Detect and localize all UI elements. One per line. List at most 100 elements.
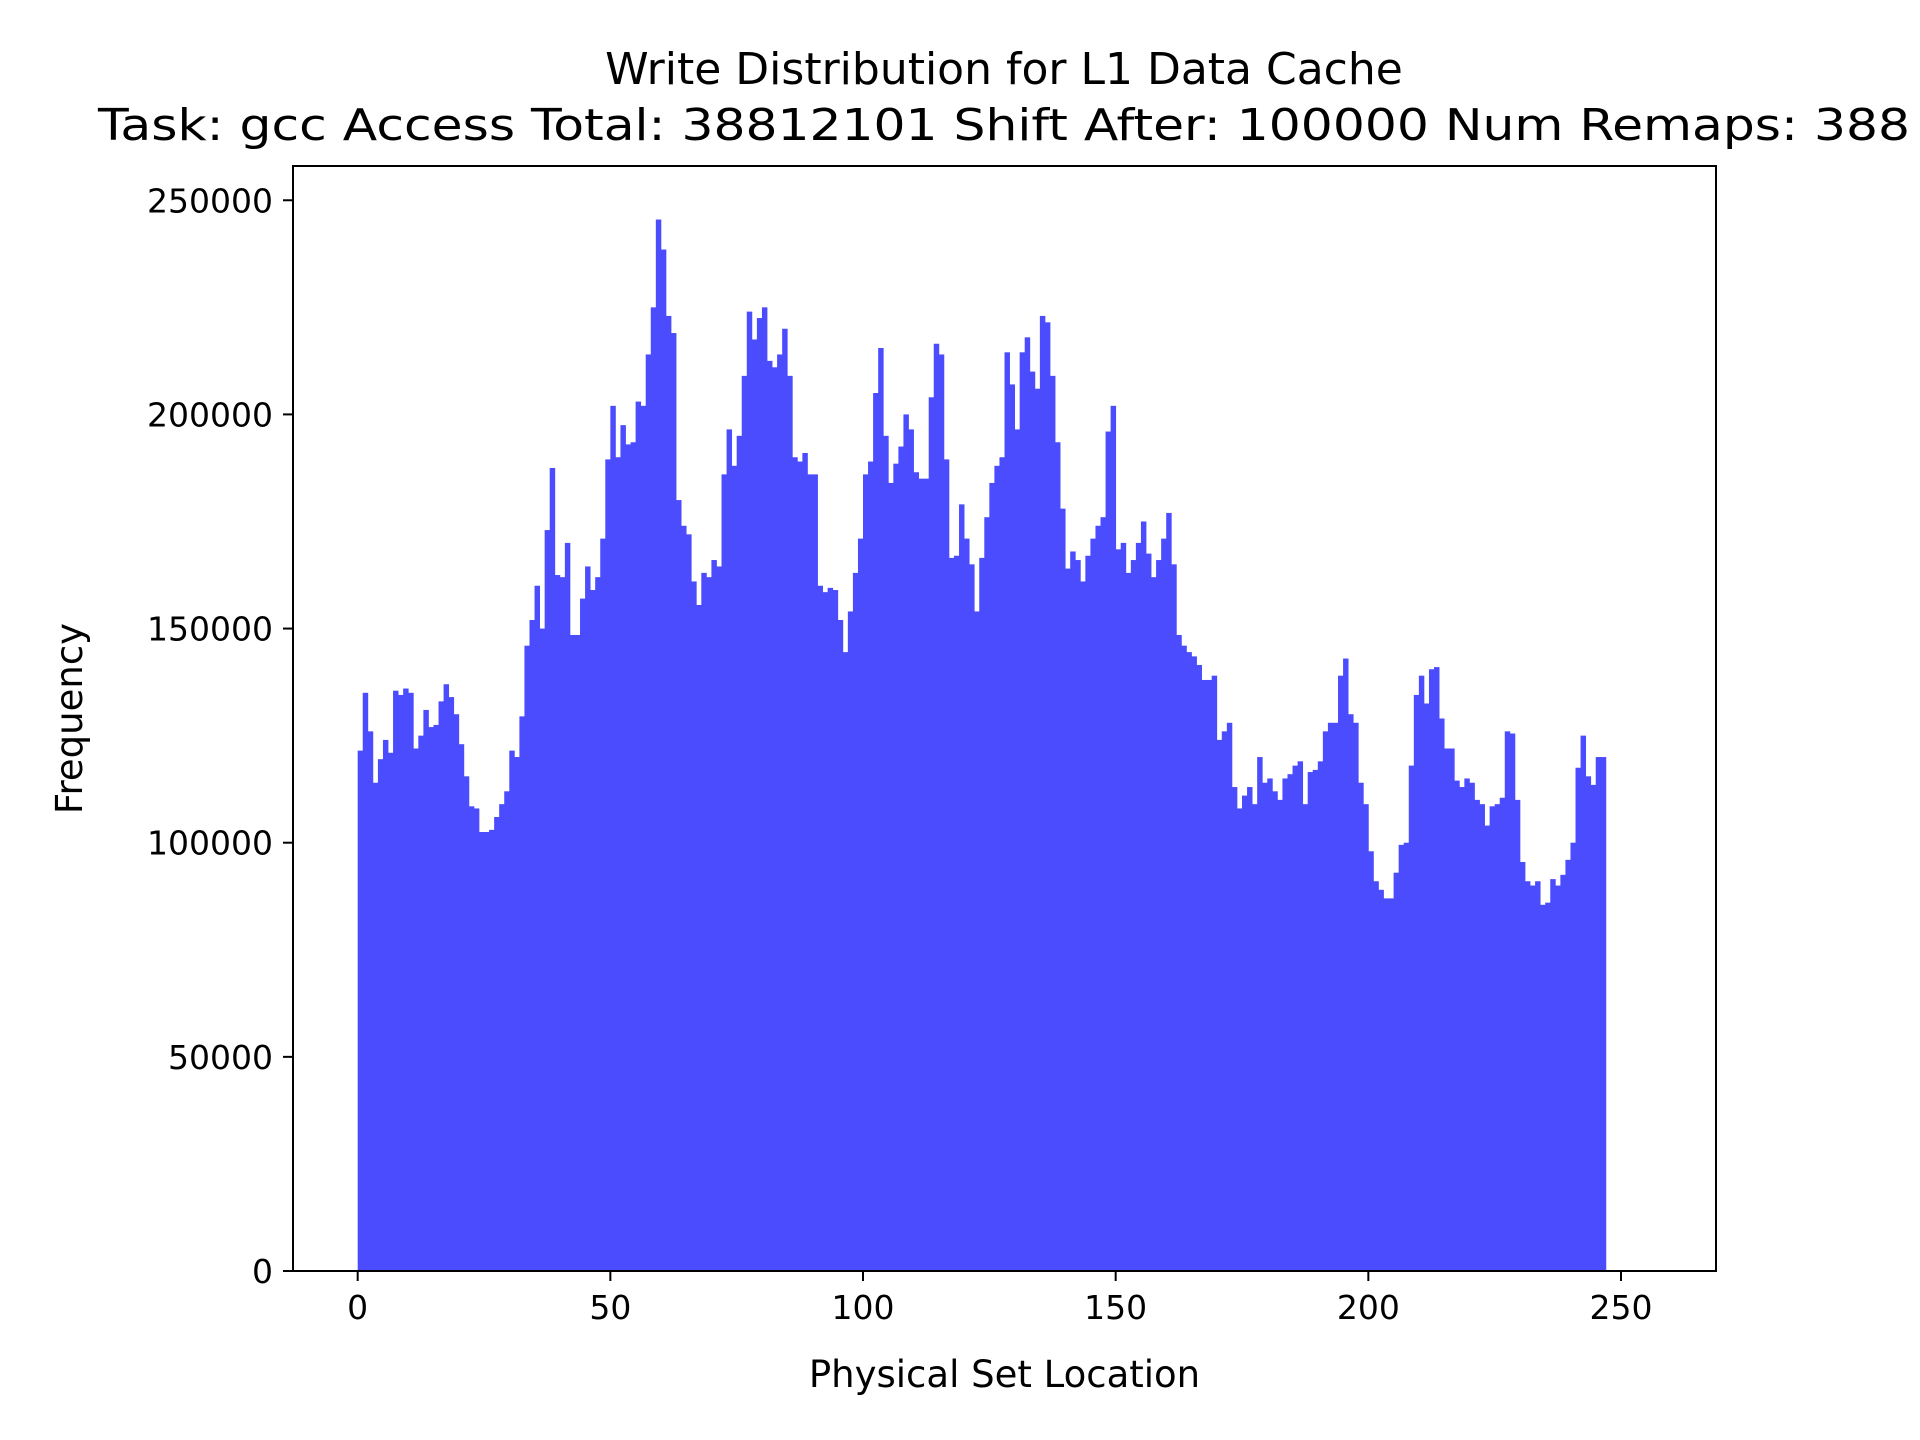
histogram-bar bbox=[1070, 551, 1076, 1271]
histogram-bar bbox=[1499, 797, 1506, 1271]
histogram-bar bbox=[1312, 769, 1319, 1271]
histogram-bar bbox=[1363, 804, 1369, 1271]
histogram-bar bbox=[868, 461, 874, 1271]
histogram-bar bbox=[943, 459, 950, 1271]
histogram-bar bbox=[726, 429, 733, 1272]
histogram-bar bbox=[1014, 429, 1021, 1272]
histogram-bar bbox=[1307, 772, 1314, 1271]
histogram-bar bbox=[756, 318, 763, 1272]
histogram-bar bbox=[1373, 881, 1379, 1271]
histogram-bar bbox=[837, 619, 844, 1271]
histogram-bar bbox=[1231, 787, 1238, 1271]
histogram-bar bbox=[1575, 767, 1581, 1271]
histogram-bar bbox=[706, 577, 712, 1271]
histogram-bar bbox=[1247, 787, 1253, 1271]
histogram-bar bbox=[686, 534, 692, 1271]
histogram-bar bbox=[1434, 667, 1440, 1271]
histogram-bar bbox=[1555, 885, 1561, 1271]
histogram-bar bbox=[802, 452, 808, 1271]
histogram-bar bbox=[478, 831, 485, 1271]
histogram-bar bbox=[1378, 889, 1384, 1271]
histogram-bar bbox=[1413, 694, 1420, 1271]
x-tick-label: 50 bbox=[589, 1288, 631, 1327]
histogram-bar bbox=[398, 694, 404, 1271]
histogram-bar bbox=[1519, 861, 1526, 1271]
histogram-bar bbox=[746, 311, 753, 1272]
histogram-bar bbox=[736, 435, 743, 1272]
y-tick-label: 150000 bbox=[147, 610, 273, 649]
histogram-bar bbox=[1580, 735, 1587, 1271]
histogram-bar bbox=[1196, 664, 1202, 1271]
histogram-bar bbox=[468, 806, 475, 1271]
histogram-bar bbox=[1524, 881, 1531, 1271]
histogram-bar bbox=[600, 538, 606, 1271]
histogram-bar bbox=[1343, 658, 1349, 1271]
histogram-bar bbox=[1550, 879, 1556, 1271]
histogram-bar bbox=[372, 782, 379, 1271]
histogram-bar bbox=[403, 688, 409, 1271]
histogram-bar bbox=[1075, 560, 1081, 1271]
histogram-bar bbox=[544, 530, 551, 1271]
histogram-bar bbox=[923, 478, 930, 1271]
histogram-bar bbox=[766, 360, 773, 1271]
histogram-bar bbox=[681, 525, 687, 1271]
histogram-bar bbox=[362, 692, 369, 1271]
histogram-bar bbox=[873, 392, 879, 1272]
histogram-bar bbox=[863, 474, 869, 1272]
histogram-bar bbox=[691, 581, 697, 1271]
histogram-bar bbox=[711, 560, 717, 1271]
histogram-bar bbox=[605, 459, 611, 1271]
histogram-bar bbox=[979, 557, 985, 1271]
histogram-bars bbox=[357, 219, 1607, 1272]
histogram-bar bbox=[559, 577, 566, 1271]
histogram-bar bbox=[933, 343, 940, 1271]
histogram-bar bbox=[473, 808, 480, 1271]
histogram-bar bbox=[382, 739, 389, 1271]
histogram-bar bbox=[1358, 782, 1364, 1271]
histogram-bar bbox=[1267, 778, 1273, 1271]
histogram-bar bbox=[1034, 388, 1041, 1272]
histogram-bar bbox=[1060, 508, 1066, 1272]
plot-area-frame bbox=[292, 165, 1717, 1272]
histogram-bar bbox=[1418, 675, 1425, 1271]
histogram-bar bbox=[1206, 679, 1213, 1271]
histogram-bar bbox=[974, 611, 980, 1271]
histogram-bar bbox=[1186, 652, 1192, 1271]
histogram-bar bbox=[1338, 675, 1344, 1271]
histogram-bar bbox=[777, 354, 783, 1272]
y-tick-label: 50000 bbox=[168, 1038, 273, 1077]
histogram-bar bbox=[1368, 851, 1374, 1271]
x-tick-label: 100 bbox=[832, 1288, 895, 1327]
histogram-bar bbox=[721, 474, 727, 1272]
histogram-bar bbox=[903, 414, 909, 1271]
histogram-bar bbox=[1287, 774, 1293, 1271]
histogram-bar bbox=[782, 328, 788, 1271]
histogram-bar bbox=[999, 457, 1005, 1271]
histogram-bar bbox=[772, 367, 778, 1271]
histogram-bar bbox=[1044, 322, 1051, 1271]
histogram-bar bbox=[1085, 555, 1091, 1271]
histogram-bar bbox=[918, 478, 925, 1271]
histogram-bar bbox=[1444, 748, 1450, 1271]
histogram-bar bbox=[1191, 656, 1197, 1271]
histogram-bar bbox=[984, 517, 990, 1271]
histogram-bar bbox=[1439, 718, 1445, 1271]
histogram-bar bbox=[458, 744, 465, 1271]
histogram-bar bbox=[655, 219, 662, 1271]
histogram-bar bbox=[1408, 765, 1415, 1271]
x-tick-label: 250 bbox=[1589, 1288, 1652, 1327]
histogram-bar bbox=[842, 652, 849, 1271]
histogram-bar bbox=[1560, 874, 1566, 1271]
histogram-bar bbox=[1095, 525, 1101, 1271]
histogram-bar bbox=[883, 435, 889, 1272]
histogram-bar bbox=[1029, 371, 1036, 1271]
histogram-bar bbox=[1272, 791, 1278, 1271]
histogram-bar bbox=[888, 482, 894, 1271]
histogram-bar bbox=[1403, 842, 1410, 1271]
histogram-bar bbox=[1181, 645, 1187, 1271]
histogram-bar bbox=[1393, 872, 1400, 1271]
histogram-bar bbox=[393, 690, 399, 1271]
histogram-bar bbox=[1479, 804, 1485, 1271]
histogram-bar bbox=[1317, 761, 1324, 1271]
histogram-bar bbox=[1252, 804, 1258, 1271]
